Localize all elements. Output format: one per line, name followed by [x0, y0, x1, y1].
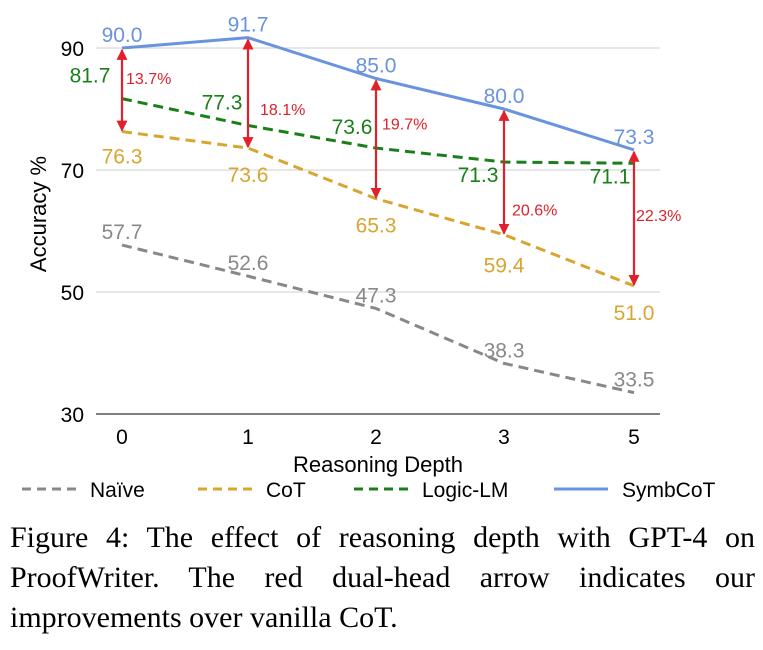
data-label-cot-0: 76.3 — [102, 146, 143, 169]
legend-label-symbcot: SymbCoT — [622, 479, 716, 502]
x-tick-1: 1 — [242, 426, 254, 449]
legend-label-logic-lm: Logic-LM — [422, 479, 508, 502]
data-label-cot-2: 65.3 — [356, 215, 397, 238]
y-tick-50: 50 — [61, 282, 84, 305]
data-label-symbcot-5: 73.3 — [614, 126, 655, 149]
line-chart: 30 50 70 90 0 1 2 3 5 13.7% 18.1% 19.7% 20.6% 22.3%… — [22, 14, 716, 502]
data-label-cot-5: 51.0 — [614, 302, 655, 325]
data-label-cot-1: 73.6 — [228, 164, 269, 187]
x-tick-3: 3 — [498, 426, 510, 449]
data-label-logic-lm-1: 77.3 — [202, 91, 243, 114]
y-tick-70: 70 — [61, 160, 84, 183]
y-tick-90: 90 — [61, 38, 84, 61]
legend-label-cot: CoT — [266, 479, 306, 502]
y-tick-30: 30 — [61, 404, 84, 427]
improvement-label-2: 19.7% — [382, 117, 427, 134]
x-tick-2: 2 — [370, 426, 382, 449]
data-labels: 57.7 52.6 47.3 38.3 33.5 76.3 73.6 65.3 59.4 51.0… — [70, 14, 655, 392]
improvement-label-5: 22.3% — [636, 208, 681, 225]
x-tick-5: 5 — [628, 426, 640, 449]
series-line-na-ve — [121, 243, 635, 395]
legend: Naïve CoT Logic-LM SymbCoT — [22, 479, 716, 502]
y-axis-label: Accuracy % — [26, 156, 51, 272]
data-label-na-ve-0: 57.7 — [102, 221, 143, 244]
series-line-symbcot — [121, 36, 635, 152]
improvement-label-3: 20.6% — [512, 202, 557, 219]
data-label-symbcot-0: 90.0 — [102, 24, 143, 47]
data-label-symbcot-3: 80.0 — [484, 85, 525, 108]
data-label-symbcot-2: 85.0 — [356, 55, 397, 78]
improvement-label-1: 18.1% — [260, 102, 305, 119]
data-label-logic-lm-5: 71.1 — [590, 165, 631, 188]
data-label-symbcot-1: 91.7 — [228, 14, 269, 37]
series-line-logic-lm — [121, 97, 635, 165]
data-label-logic-lm-3: 71.3 — [458, 164, 499, 187]
legend-label-na-ve: Naïve — [90, 479, 145, 502]
x-tick-labels: 0 1 2 3 5 — [116, 426, 640, 449]
improvement-label-0: 13.7% — [126, 71, 171, 88]
data-label-na-ve-2: 47.3 — [356, 284, 397, 307]
improvement-arrows: 13.7% 18.1% 19.7% 20.6% 22.3% — [116, 38, 681, 286]
data-label-logic-lm-2: 73.6 — [332, 116, 373, 139]
data-label-na-ve-1: 52.6 — [228, 252, 269, 275]
data-label-logic-lm-0: 81.7 — [70, 65, 111, 88]
x-axis-label: Reasoning Depth — [293, 452, 463, 477]
x-tick-0: 0 — [116, 426, 128, 449]
figure-caption: Figure 4: The effect of reasoning depth … — [10, 521, 755, 634]
data-label-na-ve-3: 38.3 — [484, 339, 525, 362]
data-label-na-ve-5: 33.5 — [614, 369, 655, 392]
data-label-cot-3: 59.4 — [484, 255, 525, 278]
y-tick-labels: 30 50 70 90 — [61, 38, 84, 427]
